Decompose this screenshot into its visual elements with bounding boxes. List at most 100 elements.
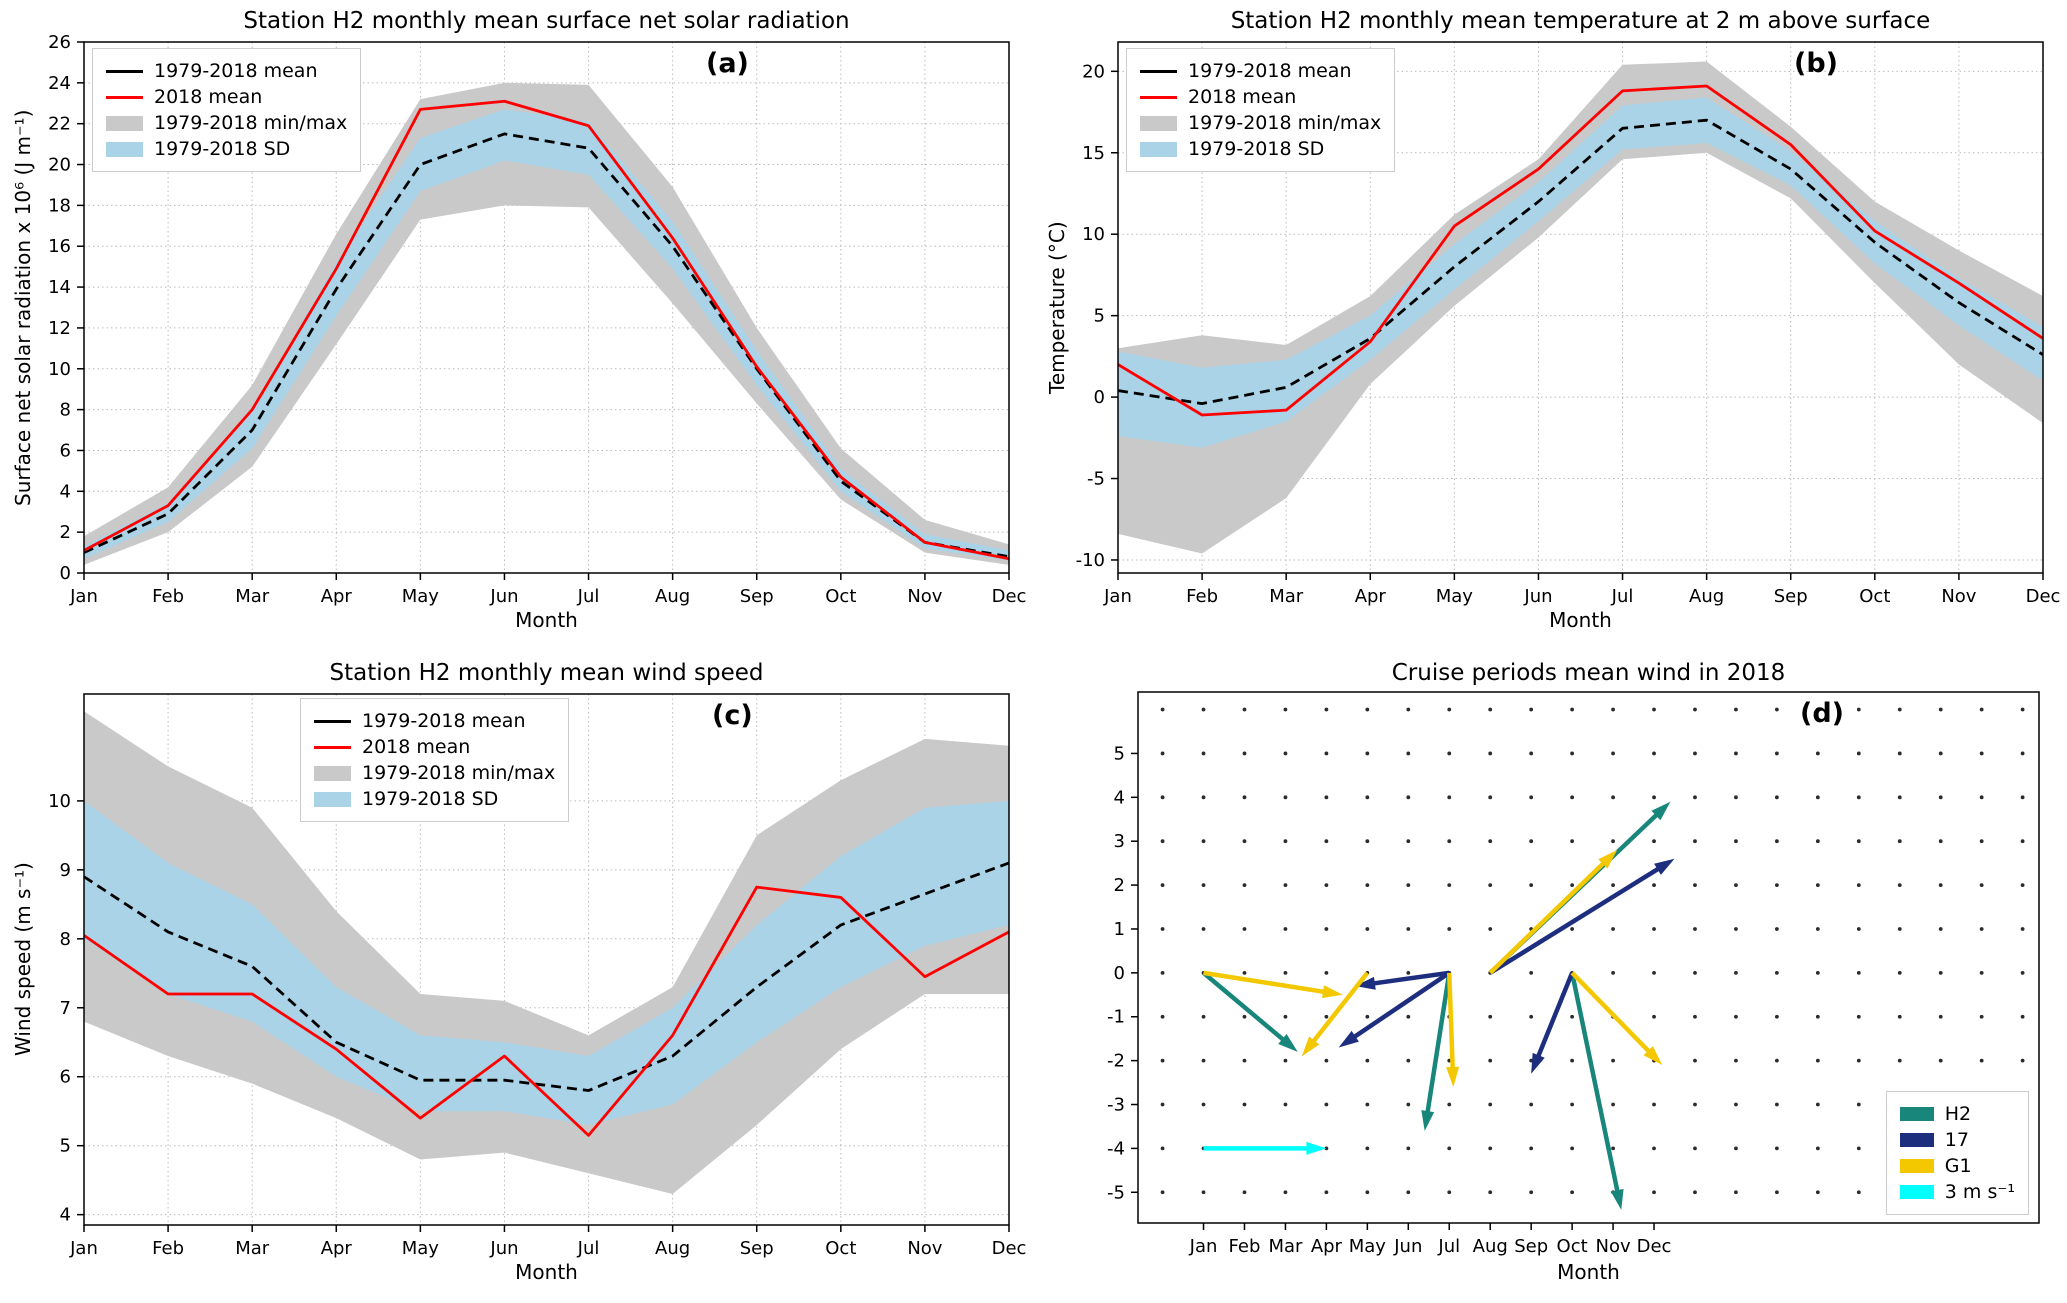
svg-text:10: 10 [48, 791, 71, 812]
svg-text:7: 7 [60, 998, 71, 1019]
svg-text:-2: -2 [1107, 1051, 1125, 1072]
legend-row: 1979-2018 mean [1140, 60, 1381, 82]
minmax-band-swatch [1140, 115, 1177, 131]
svg-text:6: 6 [60, 440, 71, 461]
svg-text:Sep: Sep [740, 586, 774, 607]
svg-text:Sep: Sep [1774, 586, 1808, 607]
svg-text:Nov: Nov [1596, 1236, 1631, 1257]
svg-text:Jul: Jul [1611, 586, 1634, 607]
legend-label: 1979-2018 min/max [1188, 112, 1382, 134]
legend-label: H2 [1944, 1103, 1972, 1125]
svg-text:Apr: Apr [1355, 586, 1387, 607]
legend-row: H2 [1899, 1103, 2015, 1125]
svg-text:Feb: Feb [152, 1238, 184, 1259]
minmax-band-swatch [106, 115, 143, 131]
svg-text:4: 4 [1114, 787, 1125, 808]
svg-text:0: 0 [60, 563, 71, 584]
legend-row: 1979-2018 SD [106, 138, 347, 160]
panel-a-ylabel: Surface net solar radiation x 10⁶ (J m⁻¹… [11, 109, 35, 506]
legend-row: G1 [1899, 1155, 2015, 1177]
legend-label: 1979-2018 mean [154, 60, 318, 82]
svg-text:Feb: Feb [1186, 586, 1218, 607]
svg-text:26: 26 [48, 32, 71, 53]
svg-text:Nov: Nov [907, 1238, 942, 1259]
svg-text:8: 8 [60, 400, 71, 421]
svg-text:22: 22 [48, 114, 71, 135]
svg-text:Dec: Dec [992, 586, 1027, 607]
panel-a-tag: (a) [706, 48, 749, 79]
svg-text:Aug: Aug [655, 1238, 690, 1259]
svg-text:-4: -4 [1107, 1138, 1125, 1159]
legend-row: 1979-2018 min/max [1140, 112, 1381, 134]
svg-text:Jan: Jan [1189, 1236, 1218, 1257]
legend-row: 2018 mean [106, 86, 347, 108]
svg-text:3: 3 [1114, 831, 1125, 852]
mean-line-swatch [106, 69, 143, 73]
panel-a-legend: 1979-2018 mean 2018 mean 1979-2018 min/m… [92, 48, 362, 172]
svg-text:Dec: Dec [1637, 1236, 1672, 1257]
legend-label: 17 [1944, 1129, 1969, 1151]
legend-label: 1979-2018 min/max [362, 762, 556, 784]
svg-text:4: 4 [60, 481, 71, 502]
panel-b-ylabel: Temperature (°C) [1045, 221, 1069, 394]
panel-c-plot-canvas: 4 5 6 7 8 9 10 Jan Feb Mar Apr May Jun Jul Aug Sep Oct No… [48, 693, 1026, 1259]
panel-b: -10 -5 0 5 10 15 20 Jan Feb Mar Apr May Jun Jul Aug Sep… [1034, 0, 2067, 651]
svg-text:-5: -5 [1087, 469, 1105, 490]
svg-text:10: 10 [48, 359, 71, 380]
svg-text:Sep: Sep [740, 1238, 774, 1259]
svg-text:5: 5 [1094, 306, 1105, 327]
svg-text:Nov: Nov [907, 586, 942, 607]
svg-text:4: 4 [60, 1205, 71, 1226]
legend-row: 1979-2018 mean [314, 710, 555, 732]
panel-d-tag: (d) [1800, 698, 1845, 729]
panel-b-plot-canvas: -10 -5 0 5 10 15 20 Jan Feb Mar Apr May Jun Jul Aug Sep… [1076, 41, 2060, 607]
svg-text:May: May [1349, 1236, 1387, 1257]
svg-text:16: 16 [48, 236, 71, 257]
svg-text:15: 15 [1082, 143, 1105, 164]
panel-b-legend: 1979-2018 mean 2018 mean 1979-2018 min/m… [1126, 48, 1396, 172]
line-2018-swatch [106, 95, 143, 99]
svg-text:Aug: Aug [655, 586, 690, 607]
svg-text:9: 9 [60, 860, 71, 881]
svg-text:20: 20 [48, 155, 71, 176]
panel-a-xlabel: Month [515, 608, 578, 632]
svg-text:Apr: Apr [1311, 1236, 1343, 1257]
sd-band-swatch [1140, 141, 1177, 157]
minmax-band-swatch [314, 765, 351, 781]
svg-text:Feb: Feb [152, 586, 184, 607]
svg-text:Mar: Mar [1268, 1236, 1303, 1257]
reference-arrow-swatch [1899, 1185, 1934, 1199]
svg-text:Nov: Nov [1941, 586, 1976, 607]
svg-text:Aug: Aug [1473, 1236, 1508, 1257]
panel-c-title: Station H2 monthly mean wind speed [329, 660, 764, 686]
legend-row: 1979-2018 min/max [314, 762, 555, 784]
legend-label: 1979-2018 mean [1188, 60, 1352, 82]
svg-text:Feb: Feb [1229, 1236, 1261, 1257]
sd-band-swatch [106, 141, 143, 157]
legend-label: 1979-2018 min/max [154, 112, 348, 134]
svg-text:24: 24 [48, 73, 71, 94]
legend-row: 1979-2018 SD [314, 788, 555, 810]
svg-text:1: 1 [1114, 919, 1125, 940]
svg-text:Jun: Jun [489, 586, 518, 607]
svg-text:Apr: Apr [321, 1238, 353, 1259]
svg-text:Jul: Jul [1437, 1236, 1460, 1257]
legend-label: 1979-2018 SD [362, 788, 499, 810]
legend-label: 2018 mean [1188, 86, 1297, 108]
legend-row: 1979-2018 mean [106, 60, 347, 82]
legend-row: 2018 mean [1140, 86, 1381, 108]
svg-text:-3: -3 [1107, 1095, 1125, 1116]
legend-row: 2018 mean [314, 736, 555, 758]
mean-line-swatch [1140, 69, 1177, 73]
svg-text:Aug: Aug [1689, 586, 1724, 607]
svg-text:-1: -1 [1107, 1007, 1125, 1028]
panel-d-legend: H2 17 G1 3 m s⁻¹ [1885, 1091, 2029, 1215]
svg-text:May: May [402, 586, 440, 607]
svg-text:10: 10 [1082, 224, 1105, 245]
svg-text:0: 0 [1114, 963, 1125, 984]
h2-series-swatch [1899, 1107, 1934, 1121]
legend-row: 1979-2018 min/max [106, 112, 347, 134]
svg-text:Jul: Jul [577, 586, 600, 607]
